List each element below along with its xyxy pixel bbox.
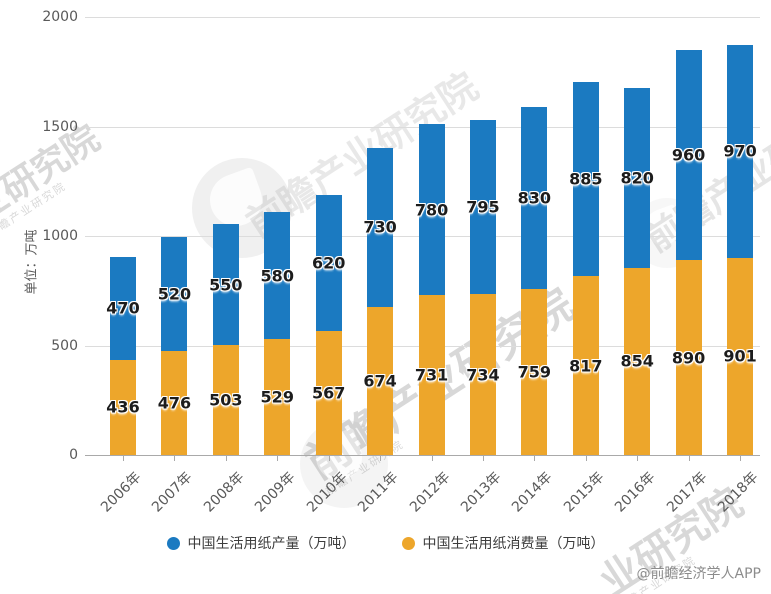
value-label-consumption: 476: [157, 393, 192, 413]
x-tick-label: 2007年: [149, 469, 196, 516]
x-axis-tick: [328, 455, 330, 461]
x-axis-tick: [637, 455, 639, 461]
bar-production: [212, 224, 239, 345]
value-label-consumption: 817: [569, 356, 603, 376]
value-label-consumption: 529: [260, 387, 294, 407]
value-label-production: 580: [260, 266, 294, 286]
legend-swatch-consumption-icon: [401, 536, 415, 550]
value-label-production: 885: [569, 169, 603, 189]
legend-swatch-production-icon: [166, 536, 180, 550]
bar-consumption: [624, 267, 651, 455]
bar-consumption: [418, 294, 445, 455]
x-tick-label: 2010年: [303, 469, 351, 516]
y-axis-title: 单位：万吨: [24, 229, 40, 295]
bar-consumption: [521, 288, 548, 455]
bar-production: [315, 195, 342, 331]
bar-production: [572, 82, 599, 277]
y-tick-label: 0: [69, 447, 78, 463]
x-axis-tick: [482, 455, 484, 461]
x-axis-tick: [277, 455, 279, 461]
bar-consumption: [161, 350, 188, 455]
x-tick-label: 2017年: [663, 469, 711, 516]
watermark-text: 业研究院 前瞻产业研究院: [0, 117, 108, 240]
value-label-production: 960: [671, 145, 706, 165]
bar-consumption: [264, 339, 291, 455]
bar-consumption: [315, 330, 342, 455]
bar-production: [418, 124, 445, 295]
value-label-consumption: 759: [517, 362, 552, 382]
bar-production: [727, 45, 754, 258]
x-tick-label: 2016年: [612, 469, 659, 516]
x-tick-label: 2012年: [406, 469, 453, 516]
bar-consumption: [572, 276, 599, 455]
x-axis-tick: [534, 455, 536, 461]
value-label-production: 830: [517, 188, 552, 208]
y-tick-label: 2000: [42, 9, 78, 25]
bar-consumption: [110, 359, 136, 455]
value-label-consumption: 567: [311, 383, 346, 403]
legend: 中国生活用纸产量（万吨） 中国生活用纸消费量（万吨）: [0, 533, 771, 553]
legend-item-consumption: 中国生活用纸消费量（万吨）: [401, 533, 605, 553]
bar-production: [624, 88, 651, 268]
x-tick-label: 2008年: [200, 469, 248, 516]
bar-consumption: [469, 294, 496, 455]
x-axis-line: [85, 455, 760, 456]
value-label-production: 620: [311, 253, 346, 273]
bar-consumption: [675, 260, 702, 455]
x-tick-label: 2018年: [715, 469, 762, 516]
bar-production: [469, 120, 496, 295]
x-tick-label: 2013年: [457, 469, 505, 516]
value-label-production: 550: [209, 275, 243, 295]
x-axis-tick: [585, 455, 587, 461]
value-label-consumption: 731: [414, 365, 449, 385]
x-tick-label: 2006年: [98, 469, 145, 516]
y-tick-label: 500: [51, 337, 78, 354]
x-tick-label: 2011年: [355, 469, 402, 516]
bar-production: [675, 49, 702, 261]
x-axis-tick: [740, 455, 742, 461]
value-label-consumption: 901: [723, 346, 757, 366]
bar-consumption: [212, 344, 239, 455]
bar-production: [367, 147, 394, 308]
bar-production: [264, 212, 291, 340]
value-label-consumption: 854: [620, 351, 654, 371]
attribution: @前瞻经济学人APP: [636, 566, 761, 582]
value-label-consumption: 503: [209, 390, 243, 410]
gridline: [85, 17, 760, 18]
x-axis-tick: [688, 455, 690, 461]
legend-label-production: 中国生活用纸产量（万吨）: [187, 536, 356, 552]
value-label-production: 730: [363, 217, 397, 237]
bar-production: [110, 256, 136, 360]
value-label-consumption: 734: [466, 365, 500, 385]
value-label-production: 795: [466, 197, 500, 217]
legend-label-consumption: 中国生活用纸消费量（万吨）: [422, 536, 605, 552]
x-axis-tick: [380, 455, 382, 461]
x-tick-label: 2009年: [252, 469, 299, 516]
value-label-production: 820: [620, 168, 654, 188]
value-label-consumption: 890: [671, 348, 706, 368]
value-label-consumption: 436: [106, 397, 140, 417]
x-tick-label: 2015年: [560, 469, 608, 516]
value-label-production: 470: [106, 298, 140, 318]
x-axis-tick: [174, 455, 176, 461]
x-axis-tick: [225, 455, 227, 461]
legend-item-production: 中国生活用纸产量（万吨）: [166, 533, 356, 553]
bar-production: [161, 236, 188, 351]
x-axis-tick: [123, 455, 124, 461]
x-axis-tick: [431, 455, 433, 461]
bar-production: [521, 107, 548, 289]
value-label-production: 520: [157, 284, 192, 304]
x-tick-label: 2014年: [509, 469, 556, 516]
value-label-production: 780: [414, 200, 449, 219]
value-label-production: 970: [723, 141, 757, 161]
y-tick-label: 1500: [42, 118, 78, 135]
value-label-consumption: 674: [363, 371, 397, 391]
bar-consumption: [367, 307, 394, 455]
y-tick-label: 1000: [42, 228, 78, 244]
bar-consumption: [727, 257, 754, 455]
